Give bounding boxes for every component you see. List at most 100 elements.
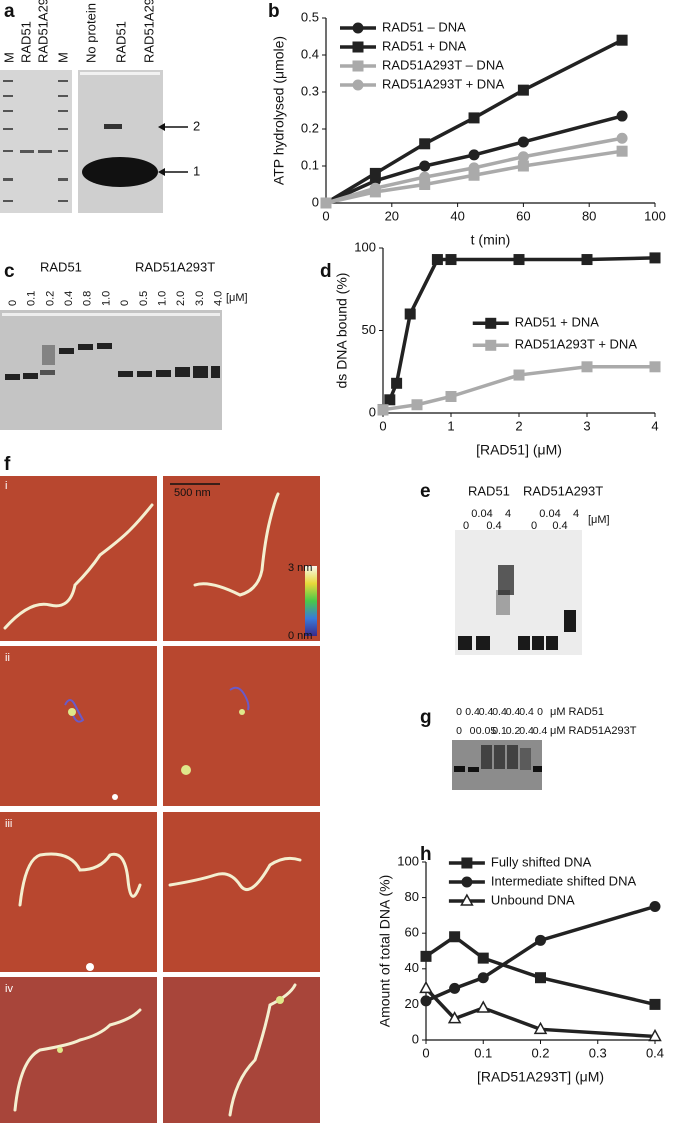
point [616, 34, 628, 46]
point [513, 369, 525, 381]
point [616, 110, 628, 122]
arrow-head [158, 123, 165, 131]
gel [0, 70, 72, 213]
point [649, 901, 661, 912]
panel-letter: f [4, 454, 11, 475]
y-tick-label: 60 [405, 925, 419, 940]
y-tick-label: 0 [412, 1031, 419, 1046]
point [581, 361, 593, 373]
group-label: RAD51 [468, 483, 510, 498]
gel [455, 530, 582, 655]
point [369, 182, 381, 194]
x-tick-label: 0.3 [589, 1045, 607, 1060]
point [649, 252, 661, 264]
x-tick-label: 0 [322, 208, 329, 223]
point [352, 22, 364, 34]
bands [458, 565, 576, 650]
point [460, 893, 474, 906]
point [517, 136, 529, 148]
point [447, 1011, 462, 1024]
panel-letter: g [420, 707, 432, 728]
point [419, 171, 431, 183]
point [449, 931, 461, 943]
legend-label: RAD51 – DNA [382, 19, 466, 34]
point [384, 394, 396, 406]
colorbar-label: 3 nm [288, 562, 312, 574]
row-label: μM RAD51 [550, 706, 604, 718]
y-tick-label: 0.2 [301, 120, 319, 135]
marker-bands [3, 80, 68, 202]
lane-label: 0 [456, 706, 462, 718]
lane-label: RAD51 [18, 21, 33, 63]
point [352, 60, 364, 72]
point [517, 84, 529, 96]
y-axis-label: Amount of total DNA (%) [377, 875, 393, 1028]
lane-label: 0.4 [519, 725, 534, 737]
point [649, 998, 661, 1010]
y-axis-label: ATP hydrolysed (μmole) [271, 36, 287, 185]
point [581, 254, 593, 266]
lane-label: 0.4 [492, 706, 507, 718]
lane-label: 1.0 [100, 291, 112, 306]
point [352, 79, 364, 91]
point [468, 162, 480, 174]
point [517, 160, 529, 172]
lane-label: RAD51 [113, 21, 128, 63]
point [449, 982, 461, 994]
y-tick-label: 0.5 [301, 9, 319, 24]
point [391, 377, 403, 389]
gel [78, 70, 163, 213]
row-label: μM RAD51A293T [550, 725, 637, 737]
lane-label: M [55, 52, 70, 63]
y-tick-label: 0.1 [301, 157, 319, 172]
panel-letter: d [320, 261, 332, 282]
point [535, 972, 546, 984]
line [382, 365, 655, 412]
well [2, 313, 220, 316]
lane-label: 0.4 [479, 706, 494, 718]
point [411, 399, 423, 411]
lane-label: 4 [505, 508, 511, 520]
group-label: RAD51 [40, 259, 82, 274]
colorbar [305, 566, 317, 636]
legend-label: RAD51 + DNA [382, 38, 466, 53]
lane-label: RAD51A293T [35, 0, 50, 63]
lane-label: 0.4 [486, 520, 501, 532]
arrow-label: 2 [193, 118, 200, 133]
x-tick-label: 80 [582, 208, 596, 223]
lane-label: 0.2 [44, 291, 56, 306]
arrow-label: 1 [193, 163, 200, 178]
x-tick-label: 0 [422, 1045, 429, 1060]
x-tick-label: 100 [644, 208, 666, 223]
row-label: iv [5, 983, 13, 995]
line [325, 114, 623, 205]
lane-label: 0.4 [552, 520, 567, 532]
legend-label: RAD51A293T + DNA [382, 76, 505, 91]
panel-letter: b [268, 1, 280, 22]
point [535, 934, 546, 946]
point [485, 339, 497, 351]
y-tick-label: 0.3 [301, 83, 319, 98]
point [461, 857, 473, 869]
lane-label: 0.2 [506, 725, 521, 737]
band [104, 124, 122, 129]
bands [454, 745, 542, 772]
afm-images [0, 476, 320, 1123]
row-label: i [5, 480, 7, 492]
point [369, 167, 381, 179]
point [533, 1021, 548, 1035]
lane-label: 0.4 [519, 706, 534, 718]
point [648, 1028, 662, 1042]
lane-label: 0 [531, 520, 537, 532]
y-tick-label: 40 [405, 960, 419, 975]
point [468, 149, 480, 161]
point [419, 138, 431, 150]
legend-label: RAD51A293T – DNA [382, 57, 504, 72]
y-tick-label: 50 [362, 322, 376, 337]
lane-label: 0.04 [539, 508, 560, 520]
y-tick-label: 0 [312, 194, 319, 209]
point [419, 980, 433, 994]
lane-label: 1.0 [157, 291, 169, 306]
scale-bar-label: 500 nm [174, 487, 211, 499]
